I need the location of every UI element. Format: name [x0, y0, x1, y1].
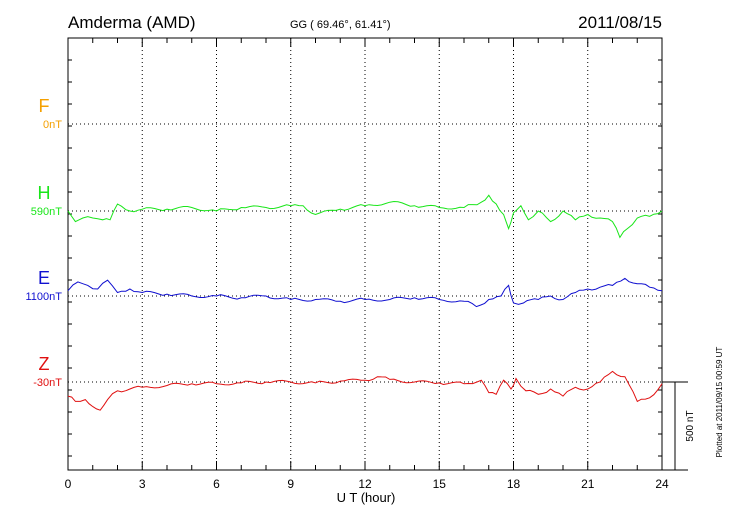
- x-tick-label: 21: [581, 477, 595, 491]
- component-label-f: F: [39, 96, 50, 116]
- scale-bar: 500 nT: [662, 381, 696, 471]
- station-title: Amderma (AMD): [68, 13, 196, 32]
- trace-z: [67, 370, 663, 411]
- x-tick-label: 3: [139, 477, 146, 491]
- x-tick-label: 18: [507, 477, 521, 491]
- x-tick-label: 9: [287, 477, 294, 491]
- plotted-timestamp: Plotted at 2011/09/15 00:59 UT: [715, 347, 724, 458]
- x-tick-label: 0: [65, 477, 72, 491]
- plot-date: 2011/08/15: [578, 13, 662, 32]
- baseline-label-e: 1100nT: [26, 291, 63, 303]
- trace-e: [67, 277, 663, 308]
- x-tick-label: 6: [213, 477, 220, 491]
- grid-lines: [68, 38, 662, 470]
- x-axis-label: U T (hour): [337, 490, 396, 505]
- component-label-z: Z: [39, 354, 50, 374]
- trace-h: [67, 194, 663, 239]
- baseline-label-f: 0nT: [43, 119, 62, 131]
- component-label-h: H: [38, 183, 51, 203]
- x-tick-label: 15: [433, 477, 447, 491]
- x-tick-label: 12: [358, 477, 372, 491]
- station-coordinates: GG ( 69.46°, 61.41°): [290, 19, 391, 31]
- component-traces: [67, 194, 663, 411]
- component-labels: F 0nT H 590nT E 1100nT Z -30nT: [26, 96, 63, 389]
- x-tick-labels: 0 3 6 9 12 15 18 21 24: [65, 477, 669, 491]
- axis-ticks: [67, 37, 663, 470]
- component-label-e: E: [38, 268, 50, 288]
- baseline-label-z: -30nT: [33, 377, 62, 389]
- scale-bar-label: 500 nT: [685, 410, 696, 441]
- baseline-label-h: 590nT: [31, 206, 62, 218]
- x-tick-label: 24: [655, 477, 669, 491]
